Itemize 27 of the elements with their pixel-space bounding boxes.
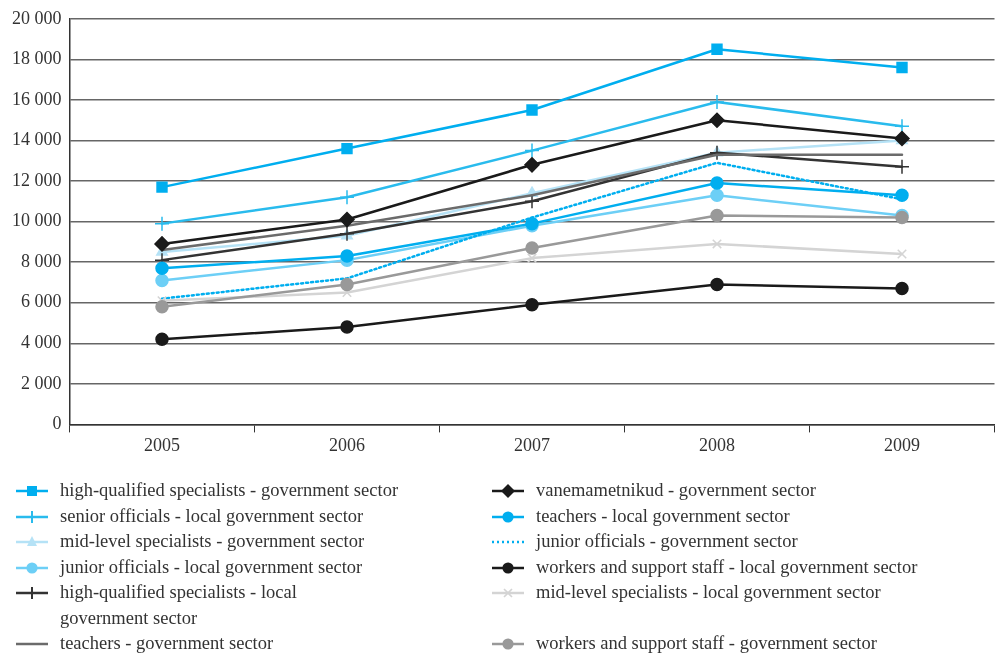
legend-label: teachers - government sector — [60, 632, 274, 655]
y-tick-label: 4 000 — [21, 332, 62, 353]
legend-label: junior officials - government sector — [536, 530, 798, 553]
legend-label: high-qualified specialists - government sector — [60, 479, 399, 502]
x-tick-label: 2006 — [329, 434, 365, 455]
y-tick-label: 12 000 — [12, 169, 62, 190]
legend-label: mid-level specialists - government sector — [60, 530, 365, 553]
x-tick-label: 2005 — [144, 434, 180, 455]
y-tick-label: 6 000 — [21, 291, 62, 312]
legend-label: vanemametnikud - government sector — [536, 479, 816, 502]
legend-label: workers and support staff - government sector — [536, 632, 877, 655]
y-tick-label: 16 000 — [12, 88, 62, 109]
x-tick-label: 2007 — [514, 434, 550, 455]
x-tick-label: 2008 — [699, 434, 735, 455]
y-tick-label: 20 000 — [12, 7, 62, 28]
legend-label: junior officials - local government sector — [60, 555, 363, 579]
y-tick-label: 2 000 — [21, 372, 62, 393]
legend-label: teachers - local government sector — [536, 504, 790, 528]
y-tick-label: 0 — [52, 413, 62, 434]
legend-label: senior officials - local government sector — [60, 504, 364, 528]
y-tick-label: 14 000 — [12, 129, 62, 150]
y-tick-label: 10 000 — [12, 210, 62, 231]
x-tick-label: 2009 — [884, 434, 920, 455]
legend-label: workers and support staff - local government sector — [536, 555, 918, 579]
legend-label: mid-level specialists - local government sector — [536, 581, 881, 604]
y-tick-label: 8 000 — [21, 250, 62, 271]
y-tick-label: 18 000 — [12, 48, 62, 69]
